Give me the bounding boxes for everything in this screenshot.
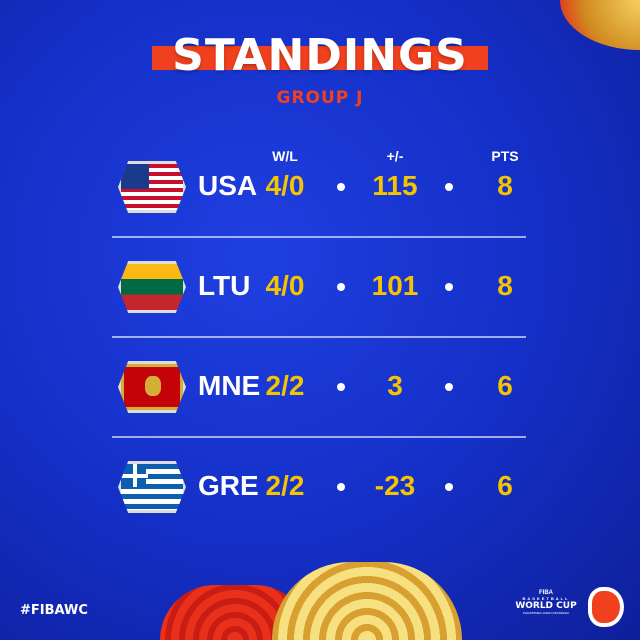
wl-value: 2/2: [265, 470, 305, 501]
wl-value: 2/2: [265, 370, 305, 401]
hashtag: #FIBAWC: [20, 603, 88, 618]
row-divider: [112, 236, 526, 238]
separator-dot: [337, 183, 345, 191]
separator-dot: [445, 383, 453, 391]
pts-value: 6: [497, 370, 513, 401]
standings-row: LTU 4/0 101 8: [0, 237, 640, 337]
header-diff: +/-: [386, 148, 404, 164]
separator-dot: [445, 283, 453, 291]
row-divider: [112, 336, 526, 338]
separator-dot: [337, 283, 345, 291]
logo-line3: PHILIPPINES JAPAN INDONESIA: [522, 611, 570, 615]
header-pts: PTS: [491, 148, 519, 164]
montenegro-flag-icon: [118, 361, 186, 413]
header-wl: W/L: [272, 148, 298, 164]
separator-dot: [337, 383, 345, 391]
diff-value: -23: [374, 470, 416, 501]
usa-flag-icon: [118, 161, 186, 213]
separator-dot: [445, 483, 453, 491]
logo-line2: WORLD CUP: [515, 601, 577, 611]
standings-row: GRE 2/2 -23 6: [0, 437, 640, 537]
lithuania-flag-icon: [118, 261, 186, 313]
pts-value: 6: [497, 470, 513, 501]
group-label: GROUP J: [276, 88, 364, 108]
wl-value: 4/0: [265, 270, 305, 301]
diff-value: 3: [387, 370, 403, 401]
separator-dot: [337, 483, 345, 491]
team-code: USA: [198, 170, 258, 201]
diff-value: 115: [372, 170, 418, 201]
logo-org: FIBA: [539, 590, 553, 596]
team-code: GRE: [198, 470, 259, 501]
wl-value: 4/0: [265, 170, 305, 201]
standings-row: USA 4/0 115 8: [0, 137, 640, 237]
decor-bottom-gold: [272, 562, 462, 640]
standings-row: MNE 2/2 3 6: [0, 337, 640, 437]
team-code: LTU: [198, 270, 251, 301]
title-bar: [152, 46, 488, 70]
separator-dot: [445, 183, 453, 191]
pts-value: 8: [497, 270, 513, 301]
world-cup-logo: FIBA BASKETBALL WORLD CUP PHILIPPINES JA…: [510, 590, 582, 615]
greece-flag-icon: [118, 461, 186, 513]
logo-line1: BASKETBALL: [522, 596, 570, 601]
team-code: MNE: [198, 370, 261, 401]
diff-value: 101: [371, 270, 419, 301]
page-title: STANDINGS: [172, 30, 468, 81]
row-divider: [112, 436, 526, 438]
world-cup-emblem: [588, 587, 624, 627]
pts-value: 8: [497, 170, 513, 201]
